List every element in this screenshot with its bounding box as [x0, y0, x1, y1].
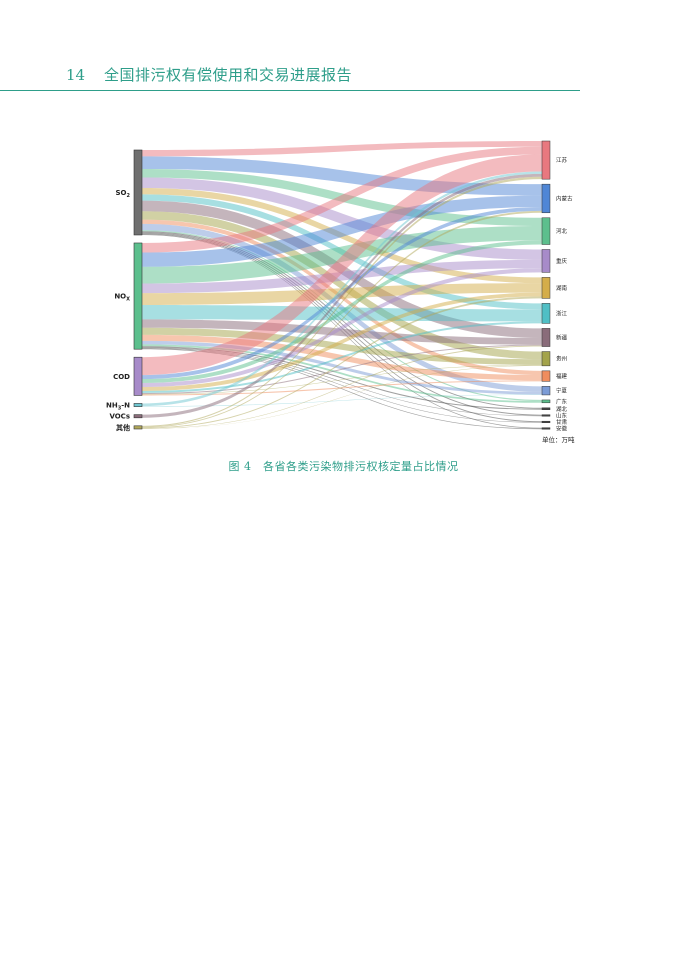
flow-COD-湖南: [142, 292, 542, 391]
source-node-NOX: [133, 242, 143, 350]
source-label-COD: COD: [113, 373, 130, 381]
flow-COD-江苏: [142, 154, 542, 376]
flow-NH3N-宁夏: [142, 394, 542, 407]
target-node-广东: [541, 399, 551, 404]
target-node-湖南: [541, 277, 551, 299]
flow-NOX-广东: [142, 344, 542, 403]
source-label-NOX: NOX: [114, 293, 130, 303]
source-label-其他: 其他: [116, 423, 130, 432]
unit-label: 单位：万吨: [542, 435, 575, 444]
source-node-COD: [133, 356, 143, 396]
target-node-湖北: [541, 407, 551, 410]
source-label-NH3N: NH3-N: [106, 402, 130, 412]
target-label-河北: 河北: [556, 227, 568, 235]
flow-SO2-重庆: [142, 177, 542, 260]
target-node-安徽: [541, 427, 551, 430]
target-label-宁夏: 宁夏: [556, 387, 568, 395]
flow-NOX-河北: [142, 226, 542, 284]
flow-其他-湖南: [142, 296, 542, 429]
target-node-贵州: [541, 351, 551, 367]
sankey-flows: [142, 141, 542, 430]
flow-其他-内蒙古: [142, 210, 542, 428]
flow-SO2-江苏: [142, 141, 542, 157]
flow-NOX-江苏: [142, 146, 542, 253]
source-node-VOCs: [133, 414, 143, 419]
flow-NOX-湖北: [142, 346, 542, 410]
flow-COD-河北: [142, 240, 542, 384]
target-label-江苏: 江苏: [556, 156, 568, 164]
flow-NOX-重庆: [142, 259, 542, 294]
figure-caption: 图 4 各省各类污染物排污权核定量占比情况: [228, 460, 459, 473]
target-label-湖南: 湖南: [556, 284, 568, 292]
target-label-湖北: 湖北: [556, 405, 568, 413]
target-node-江苏: [541, 140, 551, 180]
flow-COD-新疆: [142, 344, 542, 394]
flow-其他-贵州: [142, 365, 542, 429]
source-label-VOCs: VOCs: [109, 413, 130, 421]
flow-COD-重庆: [142, 268, 542, 387]
source-label-SO2: SO2: [116, 189, 131, 199]
target-node-山东: [541, 414, 551, 417]
target-label-甘肃: 甘肃: [556, 418, 568, 426]
flow-NOX-宁夏: [142, 340, 542, 395]
target-label-福建: 福建: [556, 372, 568, 380]
target-label-浙江: 浙江: [556, 309, 568, 317]
flow-NOX-山东: [142, 347, 542, 417]
source-node-NH3N: [133, 403, 143, 407]
report-title: 全国排污权有偿使用和交易进展报告: [104, 66, 353, 84]
source-node-其他: [133, 425, 143, 430]
source-node-SO2: [133, 149, 143, 236]
flow-其他-江苏: [142, 176, 542, 427]
target-node-浙江: [541, 303, 551, 324]
target-node-福建: [541, 370, 551, 382]
flow-NH3N-江苏: [142, 171, 542, 407]
flow-其他-新疆: [142, 345, 542, 429]
flow-SO2-贵州: [142, 211, 542, 360]
flow-NOX-甘肃: [142, 348, 542, 423]
flow-NOX-新疆: [142, 319, 542, 345]
target-label-重庆: 重庆: [556, 257, 568, 265]
target-label-内蒙古: 内蒙古: [556, 194, 573, 202]
flow-COD-福建: [142, 380, 542, 396]
target-node-新疆: [541, 328, 551, 347]
flow-SO2-山东: [142, 232, 542, 416]
target-node-河北: [541, 217, 551, 245]
target-label-安徽: 安徽: [556, 424, 568, 432]
page-number: 14: [66, 66, 86, 84]
target-node-重庆: [541, 249, 551, 273]
target-label-广东: 广东: [556, 397, 568, 405]
target-node-内蒙古: [541, 183, 551, 214]
target-node-宁夏: [541, 386, 551, 396]
page-header: 14 全国排污权有偿使用和交易进展报告: [0, 64, 580, 91]
target-label-贵州: 贵州: [556, 355, 567, 363]
flow-NOX-内蒙古: [142, 195, 542, 267]
flow-VOCs-江苏: [142, 173, 542, 418]
target-label-新疆: 新疆: [556, 333, 568, 341]
flow-COD-浙江: [142, 321, 542, 393]
flow-COD-内蒙古: [142, 207, 542, 380]
flow-NOX-安徽: [142, 348, 542, 430]
target-label-山东: 山东: [556, 411, 568, 419]
flow-COD-贵州: [142, 364, 542, 395]
target-node-甘肃: [541, 420, 551, 423]
